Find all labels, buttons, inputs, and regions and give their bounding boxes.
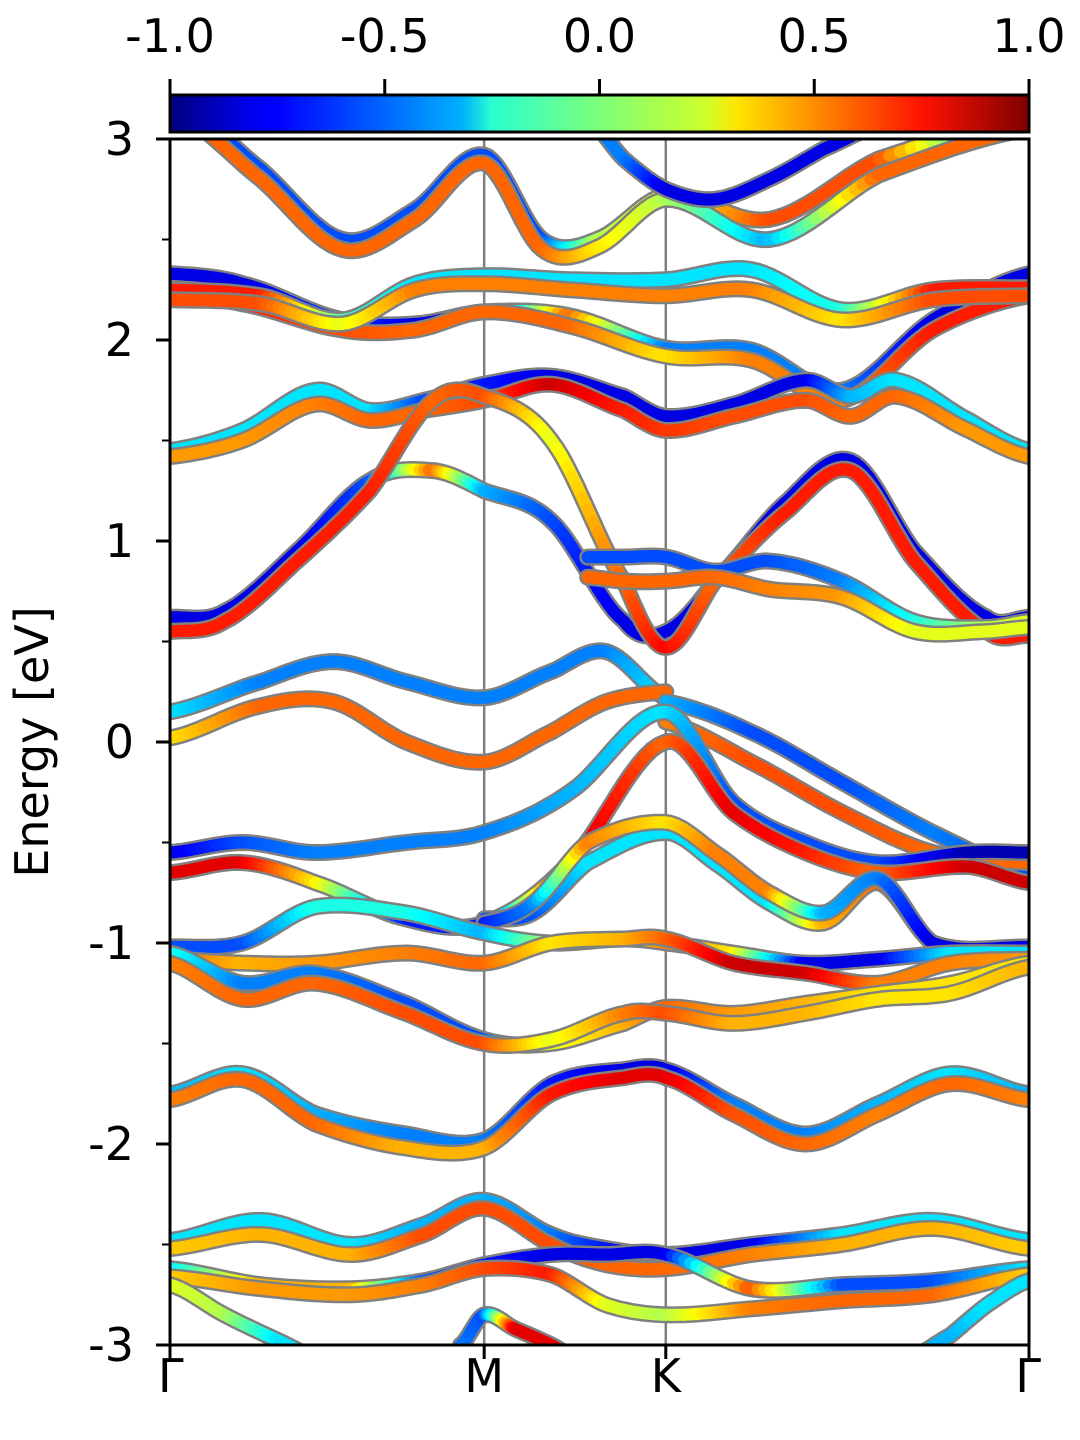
plot-area: -3 -2 -1 0 1 2 3 Γ M K Γ xyxy=(88,112,1041,1403)
band-segment xyxy=(572,1358,575,1360)
colorbar-tick-label: -0.5 xyxy=(340,9,430,63)
band-14 xyxy=(170,642,675,721)
band-segment xyxy=(562,1351,565,1353)
colorbar: -1.0 -0.5 0.0 0.5 1.0 xyxy=(125,9,1066,134)
band-segment xyxy=(844,139,859,143)
band-segment xyxy=(916,1354,920,1356)
band-segment xyxy=(577,1361,580,1362)
band-segment xyxy=(575,1359,578,1361)
band-segment xyxy=(330,1364,334,1365)
colorbar-tick-label: -1.0 xyxy=(125,9,215,63)
band-segment xyxy=(289,1342,301,1345)
y-tick-label: 1 xyxy=(105,514,134,568)
y-tick-label: 3 xyxy=(105,112,134,166)
band-segment xyxy=(912,1357,916,1359)
band-segment xyxy=(904,1361,908,1363)
band-9 xyxy=(170,375,1029,466)
x-tick-label: K xyxy=(651,1349,683,1403)
y-tick-label: -1 xyxy=(88,916,134,970)
y-tick-label: -3 xyxy=(88,1318,134,1372)
band-segment xyxy=(567,1354,570,1356)
y-axis-ticks: -3 -2 -1 0 1 2 3 xyxy=(88,112,170,1372)
band-segment xyxy=(900,1362,904,1364)
y-tick-label: 0 xyxy=(105,715,134,769)
band-segment xyxy=(570,1356,573,1358)
band-segment xyxy=(314,1358,318,1360)
band-segment xyxy=(908,1359,912,1361)
band-segment xyxy=(322,1362,326,1363)
colorbar-tick-label: 0.5 xyxy=(778,9,851,63)
band-segment xyxy=(296,1344,301,1345)
band-segment xyxy=(923,1343,932,1345)
y-tick-label: 2 xyxy=(105,313,134,367)
colorbar-gradient xyxy=(168,93,1031,134)
x-tick-label: Γ xyxy=(1015,1349,1041,1403)
colorbar-ticks: -1.0 -0.5 0.0 0.5 1.0 xyxy=(125,9,1066,95)
band-segment xyxy=(326,1363,330,1364)
band-segment xyxy=(284,1340,300,1345)
band-13 xyxy=(579,568,1029,643)
band-segment xyxy=(564,1353,567,1355)
band-segment xyxy=(580,1362,583,1363)
y-axis-title: Energy [eV] xyxy=(5,606,59,877)
band-segment xyxy=(306,1355,310,1357)
band-segment xyxy=(583,1363,586,1364)
band-segment xyxy=(923,1341,938,1345)
band-15 xyxy=(170,683,675,771)
band-segment xyxy=(555,1343,564,1345)
band-segment xyxy=(599,139,612,144)
band-segment xyxy=(551,1341,564,1345)
colorbar-tick-label: 1.0 xyxy=(992,9,1065,63)
band-18 xyxy=(170,703,1029,872)
y-tick-label: -2 xyxy=(88,1117,134,1171)
band-segment xyxy=(302,1353,306,1355)
x-tick-label: M xyxy=(464,1349,504,1403)
band-3 xyxy=(596,139,866,209)
band-segment xyxy=(310,1357,314,1359)
band-segment xyxy=(920,1352,924,1354)
x-tick-label: Γ xyxy=(158,1349,184,1403)
band-segment xyxy=(318,1360,322,1362)
band-segment xyxy=(585,1364,588,1365)
bands xyxy=(170,139,1029,1365)
band-segment xyxy=(548,1340,562,1345)
band-7 xyxy=(170,275,1029,333)
colorbar-tick-label: 0.0 xyxy=(563,9,636,63)
band-segment xyxy=(896,1364,900,1365)
